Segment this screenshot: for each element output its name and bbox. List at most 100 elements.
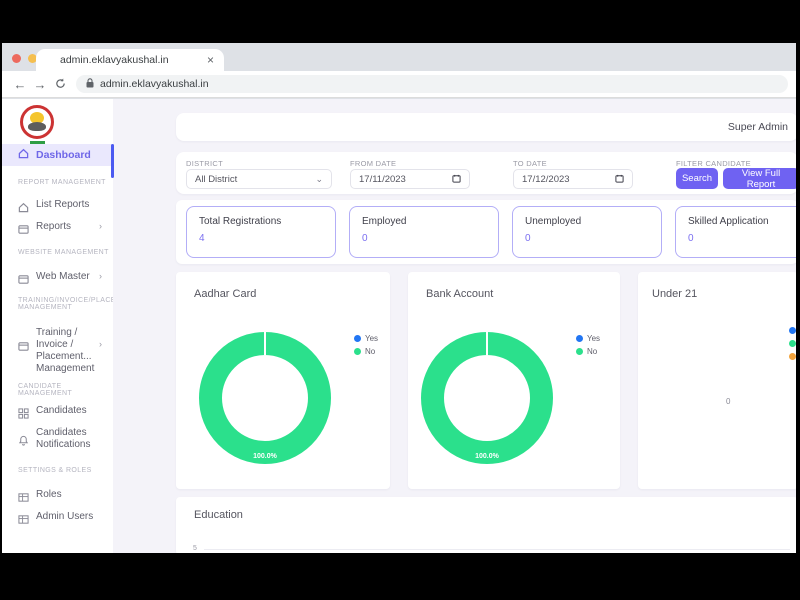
sidebar-item-web-master[interactable]: Web Master › [18, 271, 110, 290]
chart-legend: Yes No [354, 334, 378, 356]
grid-icon [18, 406, 29, 424]
lock-icon [86, 75, 94, 93]
to-date-input[interactable]: 17/12/2023 [513, 169, 633, 189]
empty-chart-value: 0 [726, 397, 731, 406]
legend-dot-no [354, 348, 361, 355]
stat-value: 4 [199, 233, 205, 244]
donut-percentage-label: 100.0% [253, 453, 277, 460]
chevron-down-icon: ⌄ [315, 173, 323, 184]
sidebar-scrollbar-thumb[interactable] [111, 144, 114, 178]
main-content: Super Admin DISTRICT All District ⌄ FROM… [113, 99, 796, 553]
chart-card-under-21: Under 21 0 M F O [638, 272, 796, 489]
browser-toolbar: ← → admin.eklavyakushal.in [2, 71, 796, 98]
sidebar-item-label: Dashboard [36, 149, 91, 161]
bell-icon [18, 433, 29, 451]
chart-title: Aadhar Card [194, 288, 257, 300]
stat-value: 0 [688, 233, 694, 244]
close-window-button[interactable] [12, 54, 21, 63]
browser-tab-bar: admin.eklavyakushal.in × [2, 43, 796, 71]
chart-card-bank: Bank Account 100.0% Yes No [408, 272, 620, 489]
user-role-label[interactable]: Super Admin [727, 121, 788, 133]
home-icon [18, 146, 29, 164]
chart-title: Bank Account [426, 288, 494, 300]
tab-close-icon[interactable]: × [206, 53, 214, 67]
admin-dashboard-app: Dashboard REPORT MANAGEMENT List Reports… [2, 99, 796, 553]
window-icon [18, 339, 29, 357]
stat-label: Unemployed [525, 216, 582, 227]
sidebar-item-admin-users[interactable]: Admin Users [18, 511, 110, 530]
legend-dot-female [789, 340, 796, 347]
gridline [204, 549, 790, 550]
sidebar-item-list-reports[interactable]: List Reports [18, 199, 110, 218]
reports-icon [18, 200, 29, 218]
table-icon [18, 512, 29, 530]
forward-icon[interactable]: → [33, 76, 47, 92]
window-icon [18, 222, 29, 240]
aadhar-donut-chart: 100.0% [199, 332, 331, 464]
stat-value: 0 [362, 233, 368, 244]
chevron-right-icon: › [99, 221, 102, 231]
site-logo [20, 105, 54, 139]
url-text: admin.eklavyakushal.in [100, 78, 209, 90]
sidebar-item-roles[interactable]: Roles [18, 489, 110, 508]
sidebar-item-training-invoice-placement[interactable]: Training / Invoice / Placement... Manage… [18, 327, 110, 375]
legend-dot-male [789, 327, 796, 334]
search-button[interactable]: Search [676, 168, 718, 189]
sidebar-section-website-management: WEBSITE MANAGEMENT [18, 249, 109, 256]
chart-legend: Yes No [576, 334, 600, 356]
chart-legend: M F O [789, 326, 796, 361]
from-date-label: FROM DATE [350, 159, 397, 168]
stat-label: Total Registrations [199, 216, 282, 227]
calendar-icon [615, 174, 624, 185]
district-select[interactable]: All District ⌄ [186, 169, 332, 189]
reload-icon[interactable] [50, 77, 70, 92]
browser-tab[interactable]: admin.eklavyakushal.in × [36, 49, 224, 71]
top-header-bar: Super Admin [176, 113, 796, 141]
stat-label: Employed [362, 216, 407, 227]
filter-panel: DISTRICT All District ⌄ FROM DATE 17/11/… [176, 152, 796, 194]
sidebar-item-candidates[interactable]: Candidates [18, 405, 110, 424]
legend-dot-other [789, 353, 796, 360]
minimize-window-button[interactable] [28, 54, 37, 63]
browser-window: admin.eklavyakushal.in × ← → admin.eklav… [2, 43, 796, 553]
sidebar-item-candidates-notifications[interactable]: Candidates Notifications [18, 427, 110, 451]
chevron-right-icon: › [99, 271, 102, 281]
from-date-input[interactable]: 17/11/2023 [350, 169, 470, 189]
chart-title: Education [194, 509, 243, 521]
logo-ribbon [30, 141, 45, 144]
stat-card-total-registrations: Total Registrations 4 [186, 206, 336, 258]
legend-dot-yes [576, 335, 583, 342]
chevron-right-icon: › [99, 339, 102, 349]
tab-title: admin.eklavyakushal.in [60, 54, 169, 66]
back-icon[interactable]: ← [13, 76, 27, 92]
legend-dot-no [576, 348, 583, 355]
url-bar[interactable]: admin.eklavyakushal.in [76, 75, 788, 93]
chart-card-education: Education 5 [176, 497, 796, 553]
filter-candidate-label: FILTER CANDIDATE [676, 159, 751, 168]
sidebar-item-reports[interactable]: Reports › [18, 221, 110, 240]
district-label: DISTRICT [186, 159, 223, 168]
stat-card-employed: Employed 0 [349, 206, 499, 258]
view-full-report-button[interactable]: View Full Report [723, 168, 796, 190]
calendar-icon [452, 174, 461, 185]
logo-emblem [30, 112, 44, 124]
to-date-label: TO DATE [513, 159, 547, 168]
sidebar-section-report-management: REPORT MANAGEMENT [18, 179, 106, 186]
chart-card-aadhar: Aadhar Card 100.0% Yes No [176, 272, 390, 489]
sidebar-section-settings-roles: SETTINGS & ROLES [18, 467, 92, 474]
stat-label: Skilled Application [688, 216, 769, 227]
stat-card-skilled-application: Skilled Application 0 [675, 206, 796, 258]
stat-card-unemployed: Unemployed 0 [512, 206, 662, 258]
stats-row: Total Registrations 4 Employed 0 Unemplo… [176, 200, 796, 264]
table-icon [18, 490, 29, 508]
chart-title: Under 21 [652, 288, 698, 300]
sidebar-section-training-management: TRAINING/INVOICE/PLACEMENT... MANAGEMENT [18, 297, 113, 311]
legend-dot-yes [354, 335, 361, 342]
donut-percentage-label: 100.0% [475, 453, 499, 460]
sidebar-item-dashboard[interactable]: Dashboard [2, 144, 111, 166]
y-axis-tick: 5 [193, 545, 197, 552]
bank-donut-chart: 100.0% [421, 332, 553, 464]
sidebar: Dashboard REPORT MANAGEMENT List Reports… [2, 99, 113, 553]
sidebar-section-candidate-management: CANDIDATE MANAGEMENT [18, 383, 73, 397]
